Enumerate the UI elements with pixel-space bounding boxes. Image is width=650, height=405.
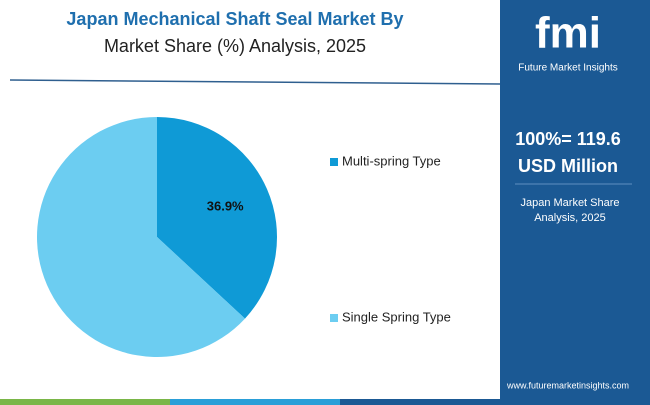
website: www.futuremarketinsights.com	[506, 380, 629, 390]
footer-strip	[0, 399, 170, 405]
caption: Japan Market Share Analysis, 2025	[520, 197, 620, 224]
value-label: 36.9%	[207, 199, 244, 214]
logo: fmi	[535, 9, 601, 58]
chart-title: Japan Mechanical Shaft Seal Market By	[66, 9, 403, 29]
footer-strip	[340, 399, 500, 405]
unit: USD Million	[518, 156, 618, 176]
legend-swatch	[330, 314, 338, 322]
chart-subtitle: Market Share (%) Analysis, 2025	[104, 36, 366, 56]
legend-swatch	[330, 158, 338, 166]
total: 100%= 119.6	[515, 129, 621, 149]
caption-box: Japan Market Share Analysis, 2025	[520, 197, 620, 224]
brand: Future Market Insights	[518, 63, 617, 74]
pie-slice	[37, 116, 245, 357]
side-panel	[500, 0, 650, 405]
pie-slice	[157, 117, 277, 319]
legend-label: Multi-spring Type	[342, 153, 441, 168]
legend-label: Single Spring Type	[342, 309, 451, 324]
footer-strip	[170, 399, 340, 405]
title-rule	[9, 79, 501, 85]
